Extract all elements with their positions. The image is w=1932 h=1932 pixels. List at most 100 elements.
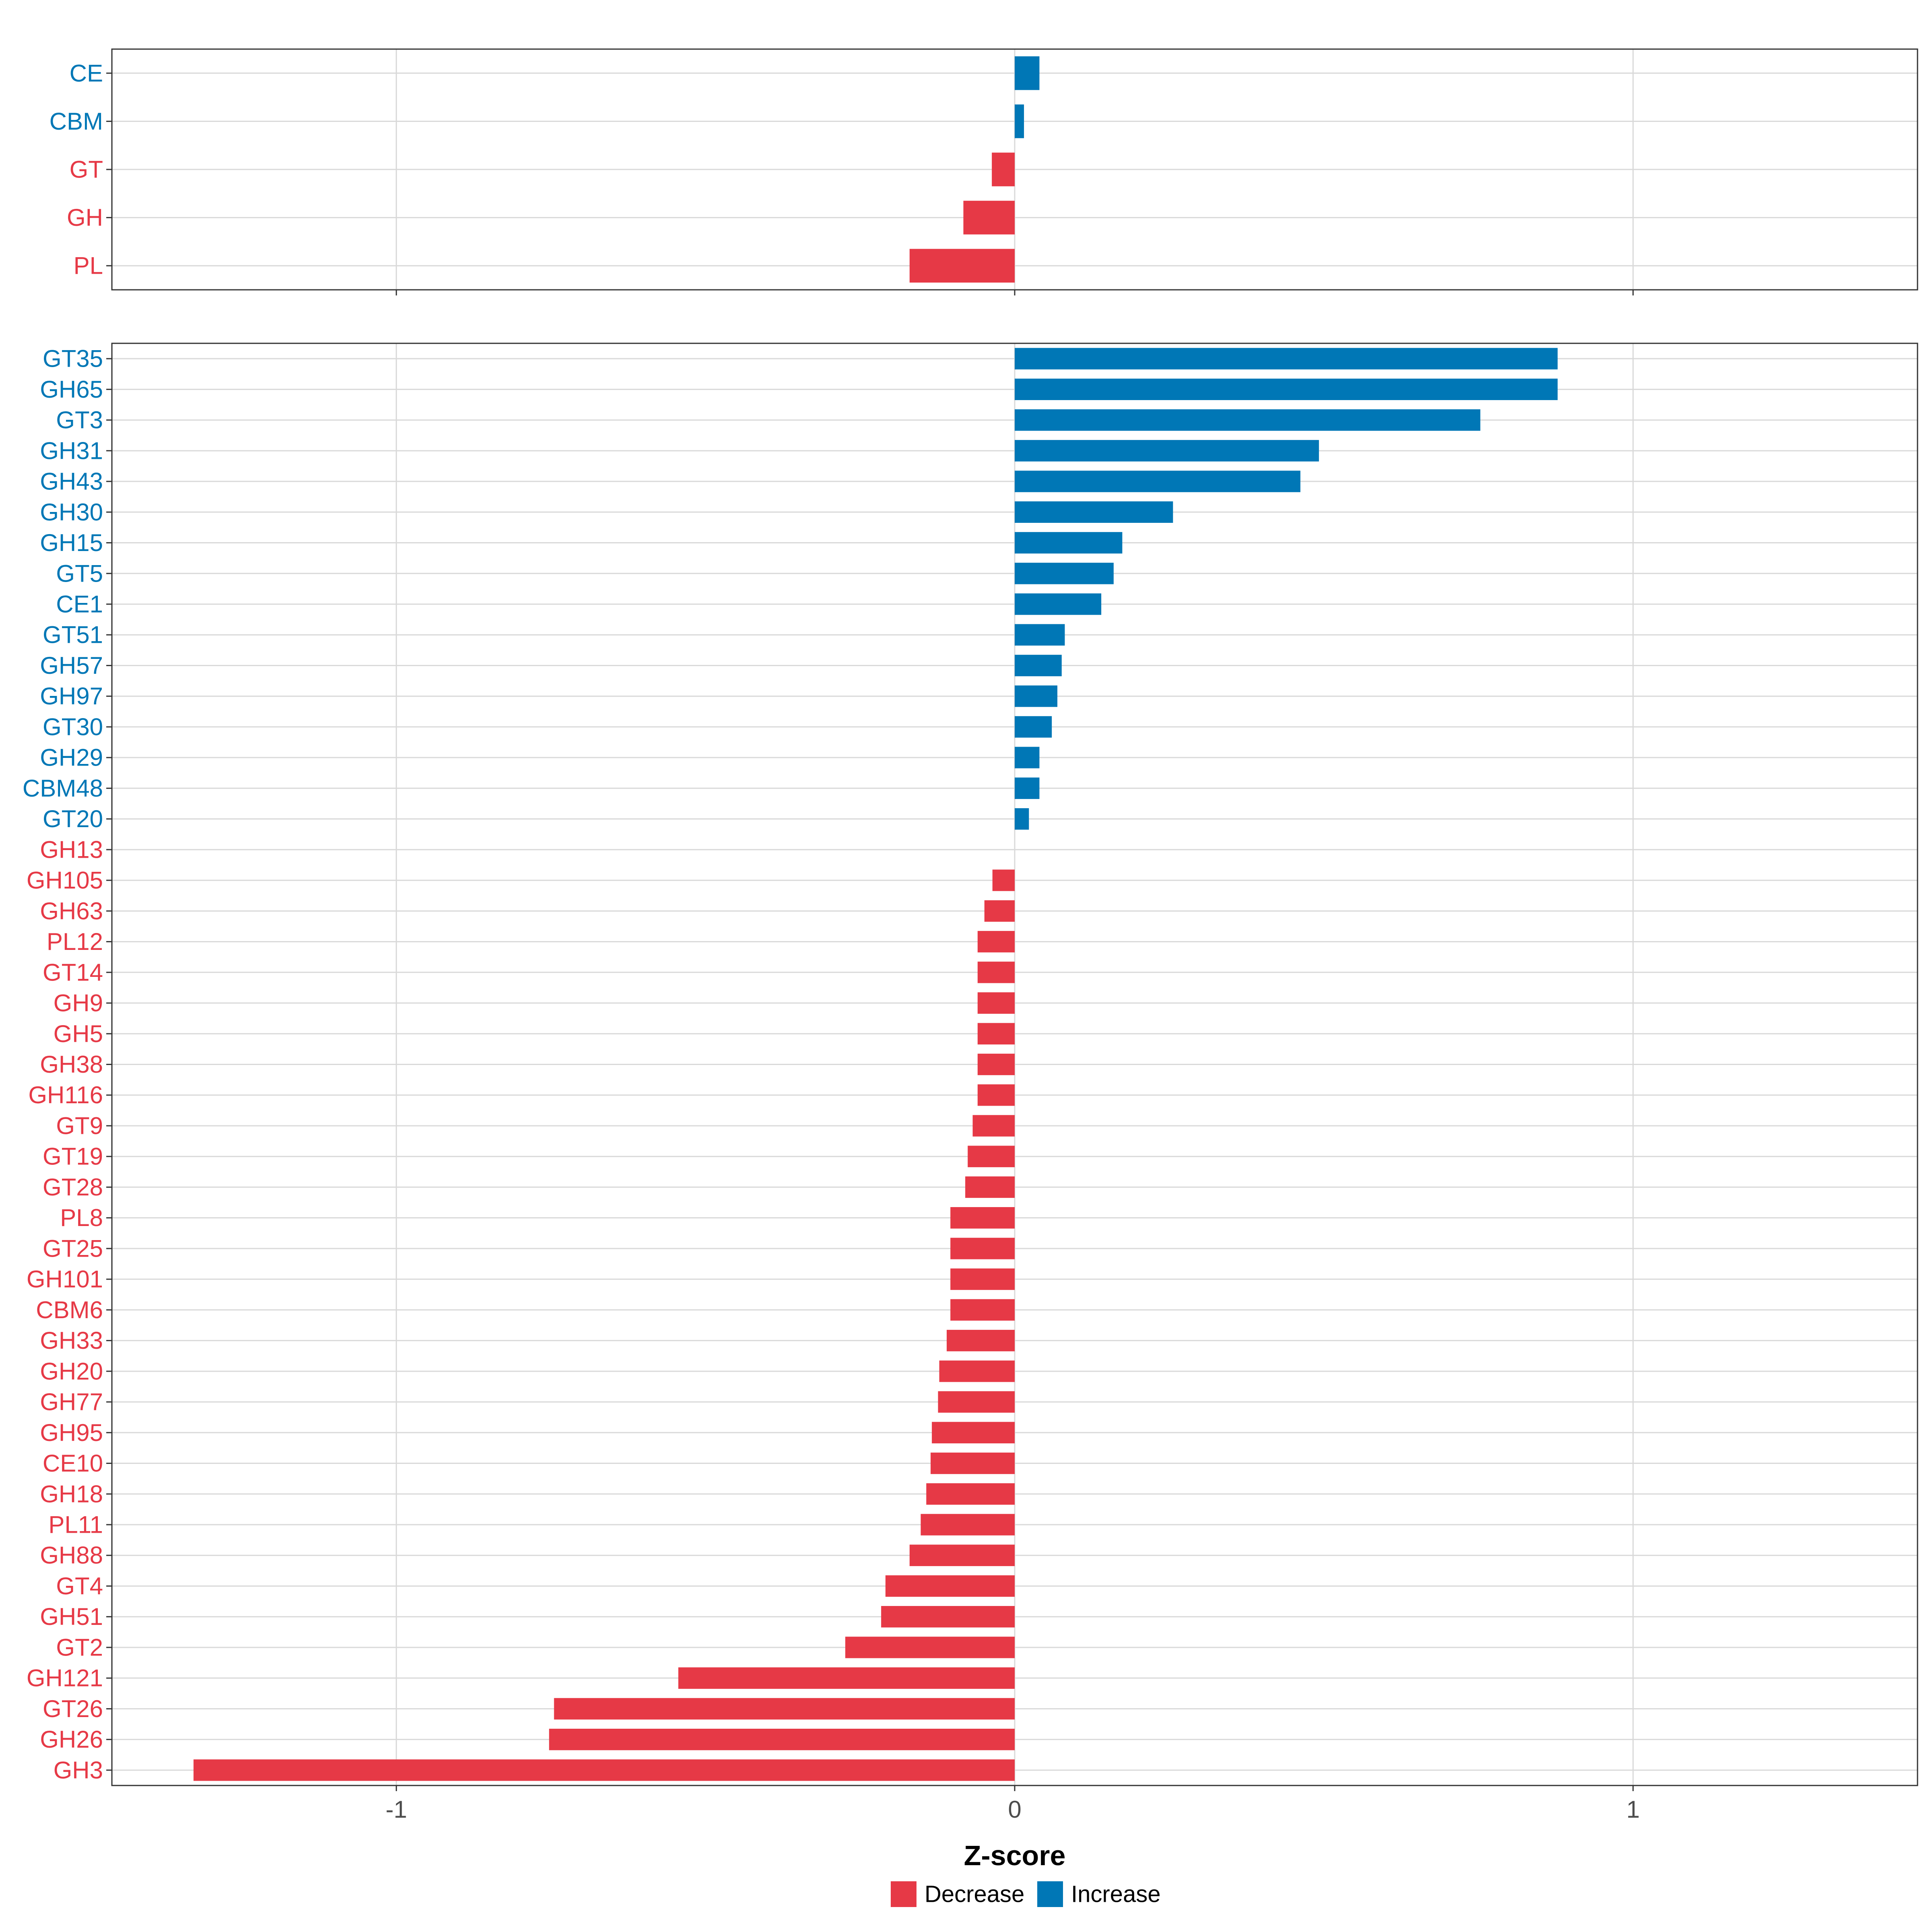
y-label-gh26: GH26 [40, 1726, 103, 1753]
bar-gt9 [972, 1115, 1015, 1137]
bar-pl11 [921, 1514, 1015, 1536]
bar-gt25 [950, 1238, 1015, 1259]
bar-gt14 [977, 962, 1015, 983]
y-label-gh121: GH121 [27, 1665, 103, 1692]
bar-gt35 [1015, 348, 1558, 369]
bar-gh20 [939, 1360, 1015, 1382]
y-label-gh: GH [67, 204, 103, 231]
bar-cbm48 [1015, 777, 1040, 799]
legend: Decrease Increase [891, 1881, 1160, 1907]
y-label-gh77: GH77 [40, 1389, 103, 1416]
y-label-gh20: GH20 [40, 1358, 103, 1385]
bar-gh33 [947, 1329, 1015, 1352]
bar-pl8 [950, 1207, 1015, 1229]
y-label-pl8: PL8 [60, 1204, 103, 1231]
panel-border-families [111, 48, 1918, 291]
x-tick-label-1: 1 [1627, 1796, 1640, 1823]
bar-gh31 [1015, 440, 1319, 462]
y-label-gt: GT [70, 156, 103, 183]
bar-gt3 [1015, 409, 1480, 431]
top-panel-families: CE CBM GT GH PL [50, 48, 1918, 295]
bar-gh88 [909, 1544, 1015, 1566]
y-label-gh30: GH30 [40, 499, 103, 526]
bar-gh101 [950, 1268, 1015, 1290]
y-label-gh65: GH65 [40, 376, 103, 403]
y-label-cbm6: CBM6 [36, 1296, 103, 1323]
bar-gh63 [984, 900, 1015, 922]
bar-gh9 [977, 992, 1015, 1014]
y-label-gh101: GH101 [27, 1266, 103, 1293]
y-label-cbm: CBM [50, 108, 103, 135]
y-label-gt3: GT3 [56, 407, 103, 433]
y-label-gt20: GT20 [43, 805, 103, 832]
y-label-pl12: PL12 [47, 928, 103, 955]
bar-pl [909, 249, 1015, 283]
y-label-gh95: GH95 [40, 1419, 103, 1446]
bar-gh121 [678, 1667, 1015, 1689]
bar-ce1 [1015, 593, 1102, 615]
y-label-gh63: GH63 [40, 898, 103, 925]
x-axis-title: Z-score [964, 1840, 1066, 1871]
bar-gh18 [926, 1483, 1015, 1505]
y-label-gh3: GH3 [54, 1757, 103, 1783]
y-label-gh43: GH43 [40, 468, 103, 495]
bottom-panel-subfamilies: GT35 GH65 GT3 GH31 GH43 GH30 GH15 GT5 CE1 GT51 GH5… [23, 343, 1918, 1791]
y-label-gt26: GT26 [43, 1695, 103, 1722]
y-label-pl11: PL11 [48, 1511, 103, 1538]
y-label-gh51: GH51 [40, 1603, 103, 1630]
y-label-gh5: GH5 [54, 1020, 103, 1047]
y-label-pl: PL [74, 252, 103, 279]
y-label-gh29: GH29 [40, 744, 103, 771]
bar-gt26 [554, 1698, 1015, 1720]
bar-gt28 [965, 1176, 1015, 1198]
bar-gh105 [992, 869, 1015, 891]
panel-border-subfamilies [111, 343, 1918, 1786]
y-label-gh9: GH9 [54, 990, 103, 1017]
bar-gt51 [1015, 624, 1065, 646]
y-label-gt9: GT9 [56, 1112, 103, 1139]
bar-pl12 [977, 931, 1015, 953]
bar-gh15 [1015, 532, 1123, 554]
bar-ce [1015, 56, 1040, 90]
y-label-gt35: GT35 [43, 345, 103, 372]
bar-gh43 [1015, 471, 1300, 492]
y-label-ce10: CE10 [43, 1450, 103, 1477]
y-label-ce: CE [70, 60, 103, 87]
bar-gt20 [1015, 808, 1029, 830]
y-label-gh18: GH18 [40, 1480, 103, 1507]
y-label-gt51: GT51 [43, 621, 103, 648]
y-label-gh88: GH88 [40, 1542, 103, 1569]
legend-label-decrease: Decrease [925, 1881, 1024, 1907]
bar-gt5 [1015, 563, 1114, 584]
y-label-gh33: GH33 [40, 1327, 103, 1354]
y-label-gt5: GT5 [56, 560, 103, 587]
y-label-gt2: GT2 [56, 1634, 103, 1661]
x-tick-label-0: 0 [1008, 1796, 1021, 1823]
y-label-gh38: GH38 [40, 1051, 103, 1078]
y-label-ce1: CE1 [56, 590, 103, 617]
y-label-gh105: GH105 [27, 867, 103, 894]
bar-cbm6 [950, 1299, 1015, 1321]
bar-gt4 [885, 1575, 1015, 1597]
y-label-gt14: GT14 [43, 959, 103, 986]
bar-cbm [1015, 104, 1024, 138]
x-axis: -1 0 1 [386, 1796, 1640, 1823]
y-label-cbm48: CBM48 [23, 775, 103, 802]
bar-gh95 [932, 1422, 1015, 1443]
y-label-gh31: GH31 [40, 437, 103, 464]
legend-swatch-increase [1037, 1881, 1063, 1907]
y-label-gh13: GH13 [40, 836, 103, 863]
y-label-gh116: GH116 [28, 1082, 103, 1108]
bar-gt30 [1015, 716, 1052, 738]
legend-label-increase: Increase [1071, 1881, 1160, 1907]
y-label-gh15: GH15 [40, 529, 103, 556]
y-label-gt28: GT28 [43, 1174, 103, 1201]
y-label-gt19: GT19 [43, 1143, 103, 1170]
bar-gh38 [977, 1053, 1015, 1075]
bar-gh5 [977, 1023, 1015, 1044]
bar-gh57 [1015, 654, 1062, 677]
bar-gh77 [938, 1391, 1015, 1413]
bar-gt2 [845, 1637, 1015, 1658]
